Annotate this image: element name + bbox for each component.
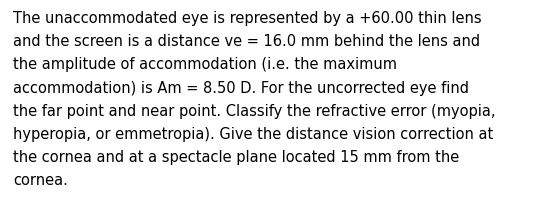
Text: cornea.: cornea.	[13, 173, 68, 188]
Text: the cornea and at a spectacle plane located 15 mm from the: the cornea and at a spectacle plane loca…	[13, 150, 459, 165]
Text: accommodation) is Am = 8.50 D. For the uncorrected eye find: accommodation) is Am = 8.50 D. For the u…	[13, 81, 469, 96]
Text: The unaccommodated eye is represented by a +60.00 thin lens: The unaccommodated eye is represented by…	[13, 11, 482, 26]
Text: hyperopia, or emmetropia). Give the distance vision correction at: hyperopia, or emmetropia). Give the dist…	[13, 127, 493, 142]
Text: the amplitude of accommodation (i.e. the maximum: the amplitude of accommodation (i.e. the…	[13, 57, 397, 72]
Text: and the screen is a distance ve = 16.0 mm behind the lens and: and the screen is a distance ve = 16.0 m…	[13, 34, 480, 49]
Text: the far point and near point. Classify the refractive error (myopia,: the far point and near point. Classify t…	[13, 104, 496, 119]
